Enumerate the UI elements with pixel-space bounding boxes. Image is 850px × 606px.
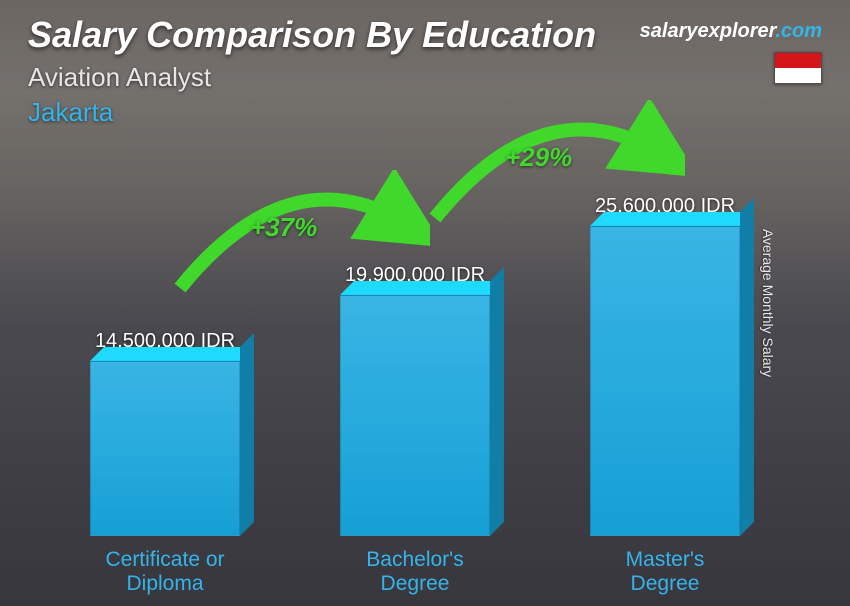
bar bbox=[590, 226, 740, 536]
x-label-line2: Degree bbox=[381, 572, 450, 595]
bar-group: 19,900,000 IDR bbox=[325, 264, 505, 536]
bar-group: 25,600,000 IDR bbox=[575, 195, 755, 536]
x-label-line1: Master's bbox=[626, 548, 705, 571]
x-label: Master's Degree bbox=[575, 548, 755, 596]
x-label-line1: Bachelor's bbox=[366, 548, 463, 571]
x-label-line1: Certificate or bbox=[105, 548, 224, 571]
x-axis-labels: Certificate or Diploma Bachelor's Degree… bbox=[40, 548, 790, 596]
bar bbox=[90, 361, 240, 536]
x-label: Bachelor's Degree bbox=[325, 548, 505, 596]
watermark-part2: .com bbox=[775, 20, 822, 42]
bar-chart: 14,500,000 IDR 19,900,000 IDR 25,600,000… bbox=[40, 136, 790, 536]
x-label: Certificate or Diploma bbox=[75, 548, 255, 596]
bar bbox=[340, 295, 490, 536]
x-label-line2: Degree bbox=[631, 572, 700, 595]
bar-group: 14,500,000 IDR bbox=[75, 330, 255, 536]
flag-bottom-stripe bbox=[775, 68, 821, 83]
location: Jakarta bbox=[28, 97, 822, 128]
watermark: salaryexplorer.com bbox=[640, 20, 822, 43]
country-flag-icon bbox=[774, 52, 822, 84]
watermark-part1: salaryexplorer bbox=[640, 20, 776, 42]
subtitle: Aviation Analyst bbox=[28, 62, 822, 93]
flag-top-stripe bbox=[775, 53, 821, 68]
x-label-line2: Diploma bbox=[126, 572, 203, 595]
